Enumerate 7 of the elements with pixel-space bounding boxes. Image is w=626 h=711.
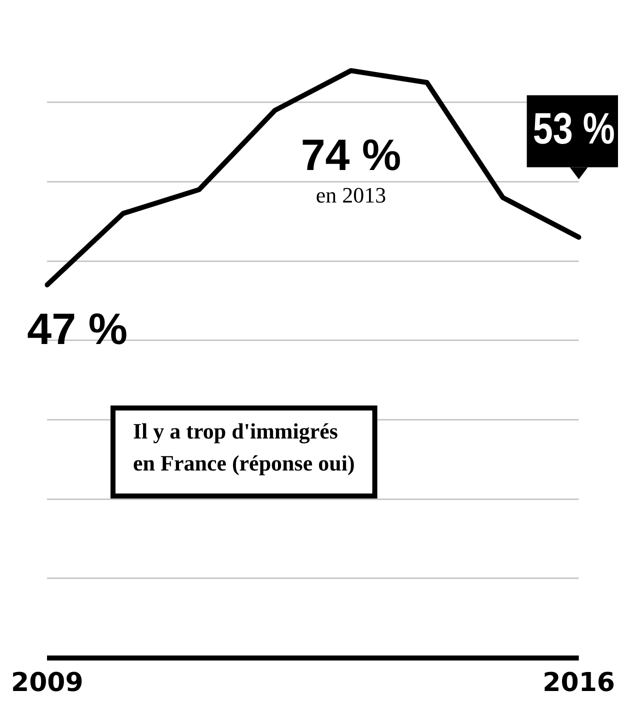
text: Il y a trop d'immigrés en France (réponse oui) xyxy=(133,418,355,476)
x-tick-label: 2009 xyxy=(10,668,84,698)
data-label: 47 % xyxy=(27,304,128,354)
data-label: 74 % xyxy=(300,130,402,180)
x-tick-label: 2016 xyxy=(542,668,616,698)
annotation: en 2013 xyxy=(316,182,386,208)
data-label: 53 % xyxy=(532,104,615,154)
